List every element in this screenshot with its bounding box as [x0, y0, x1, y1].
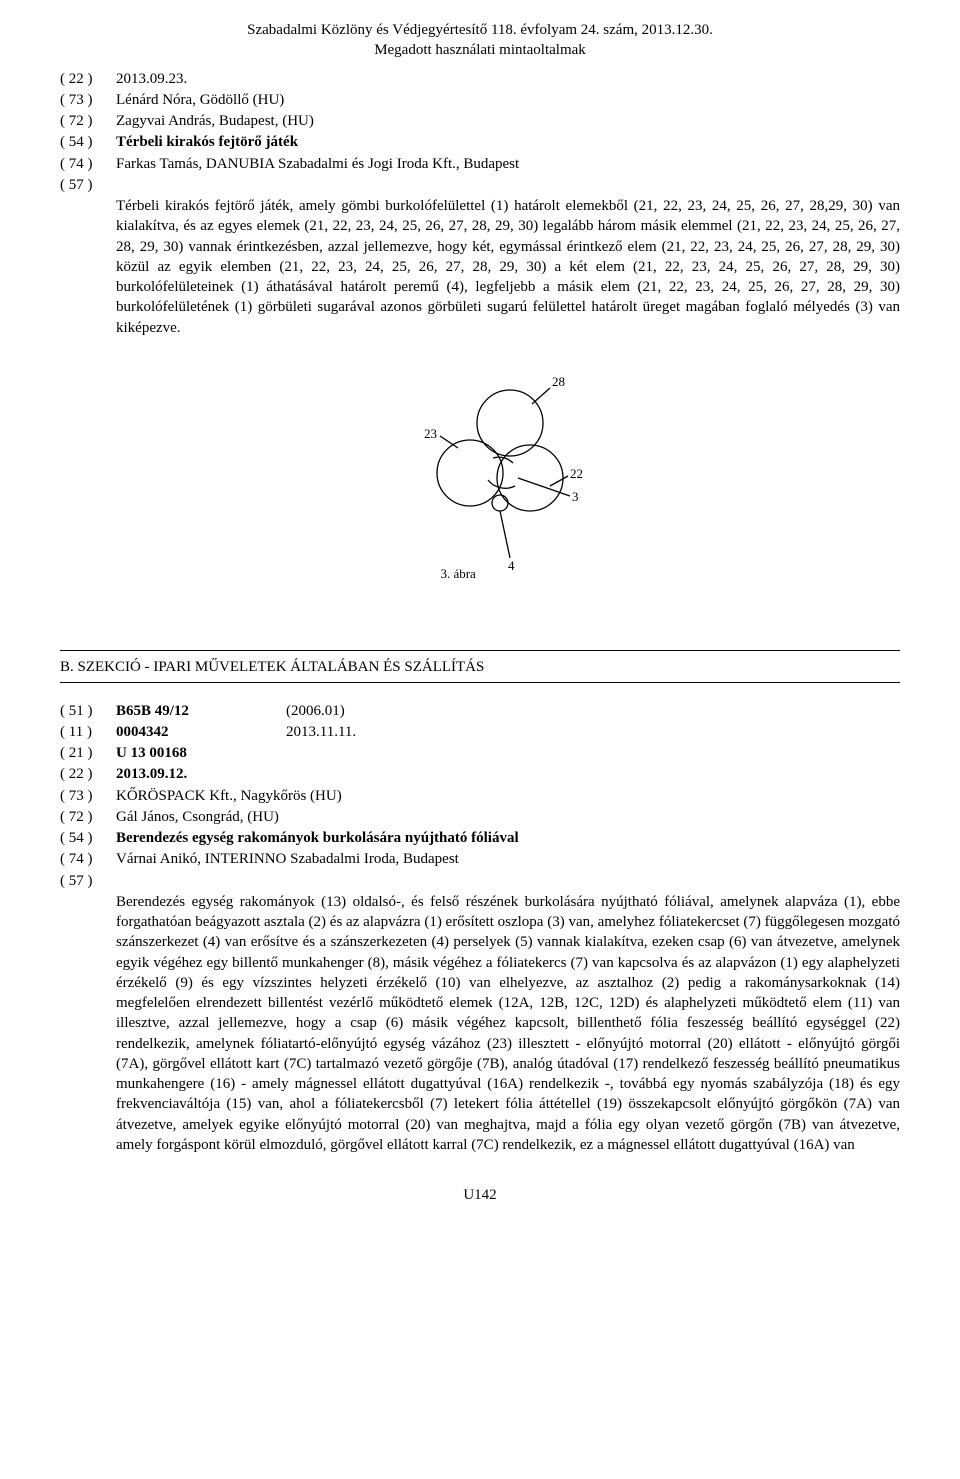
entry2-title: Berendezés egység rakományok burkolására…: [116, 828, 900, 848]
code-73: ( 73 ): [60, 786, 116, 806]
entry2-class: B65B 49/12: [116, 701, 286, 721]
entry1-agent: Farkas Tamás, DANUBIA Szabadalmi és Jogi…: [116, 154, 900, 174]
header-line-2: Megadott használati mintaoltalmak: [60, 40, 900, 60]
figure-diagram: 28 23 22 3 4: [400, 368, 600, 584]
code-54: ( 54 ): [60, 828, 116, 848]
code-21: ( 21 ): [60, 743, 116, 763]
code-57: ( 57 ): [60, 871, 116, 891]
node-label-23: 23: [424, 426, 437, 441]
entry2-agent: Várnai Anikó, INTERINNO Szabadalmi Iroda…: [116, 849, 900, 869]
entry2-owner: KŐRÖSPACK Kft., Nagykőrös (HU): [116, 786, 900, 806]
entry1-date: 2013.09.23.: [116, 69, 900, 89]
entry2-inventor: Gál János, Csongrád, (HU): [116, 807, 900, 827]
entry2-abstract: Berendezés egység rakományok (13) oldals…: [116, 892, 900, 1155]
code-57: ( 57 ): [60, 175, 116, 195]
code-11: ( 11 ): [60, 722, 116, 742]
code-72: ( 72 ): [60, 111, 116, 131]
entry2-number-date: 2013.11.11.: [286, 722, 900, 742]
code-74: ( 74 ): [60, 849, 116, 869]
entry2-appnum: U 13 00168: [116, 743, 900, 763]
code-51: ( 51 ): [60, 701, 116, 721]
figure-3: 3. ábra 28: [60, 368, 900, 591]
section-divider-bottom: [60, 682, 900, 683]
page-number: U142: [60, 1185, 900, 1205]
entry2-date: 2013.09.12.: [116, 764, 900, 784]
code-22: ( 22 ): [60, 69, 116, 89]
code-54: ( 54 ): [60, 132, 116, 152]
node-label-22: 22: [570, 466, 583, 481]
page-header: Szabadalmi Közlöny és Védjegyértesítő 11…: [60, 20, 900, 61]
section-title: B. SZEKCIÓ - IPARI MŰVELETEK ÁLTALÁBAN É…: [60, 657, 900, 677]
entry2-number: 0004342: [116, 722, 286, 742]
code-73: ( 73 ): [60, 90, 116, 110]
node-label-3: 3: [572, 489, 579, 504]
header-line-1: Szabadalmi Közlöny és Védjegyértesítő 11…: [60, 20, 900, 40]
entry1-inventor: Zagyvai András, Budapest, (HU): [116, 111, 900, 131]
code-74: ( 74 ): [60, 154, 116, 174]
code-72: ( 72 ): [60, 807, 116, 827]
entry1-owner: Lénárd Nóra, Gödöllő (HU): [116, 90, 900, 110]
entry-1: ( 22 ) 2013.09.23. ( 73 ) Lénárd Nóra, G…: [60, 69, 900, 338]
entry2-class-year: (2006.01): [286, 701, 900, 721]
entry1-abstract: Térbeli kirakós fejtörő játék, amely göm…: [116, 196, 900, 338]
section-divider-top: [60, 650, 900, 651]
entry1-title: Térbeli kirakós fejtörő játék: [116, 132, 900, 152]
entry-2: ( 51 ) B65B 49/12 (2006.01) ( 11 ) 00043…: [60, 701, 900, 1156]
figure-label: 3. ábra: [440, 565, 475, 583]
code-22: ( 22 ): [60, 764, 116, 784]
node-label-28: 28: [552, 374, 565, 389]
node-label-4: 4: [508, 558, 515, 573]
